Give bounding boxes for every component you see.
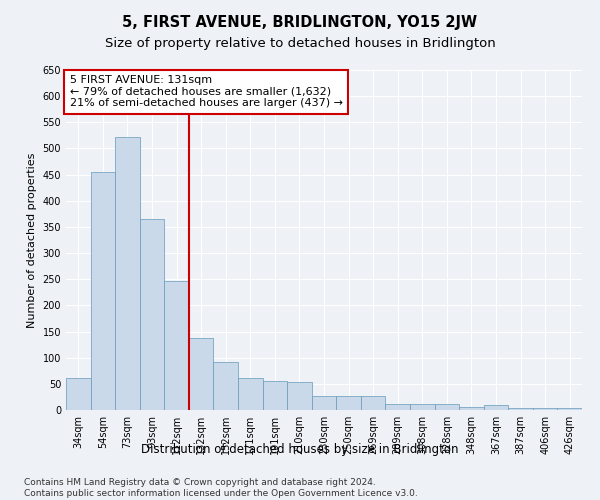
Text: Size of property relative to detached houses in Bridlington: Size of property relative to detached ho…	[104, 38, 496, 51]
Bar	[115, 137, 140, 410]
Bar	[263, 381, 287, 410]
Bar	[459, 407, 484, 410]
Y-axis label: Number of detached properties: Number of detached properties	[27, 152, 37, 328]
Bar	[410, 404, 434, 410]
Bar	[214, 362, 238, 410]
Bar	[66, 378, 91, 410]
Bar	[336, 396, 361, 410]
Bar	[508, 408, 533, 410]
Text: 5 FIRST AVENUE: 131sqm
← 79% of detached houses are smaller (1,632)
21% of semi-: 5 FIRST AVENUE: 131sqm ← 79% of detached…	[70, 75, 343, 108]
Bar	[287, 382, 312, 410]
Bar	[434, 404, 459, 410]
Bar	[164, 281, 189, 410]
Bar	[189, 338, 214, 410]
Text: Distribution of detached houses by size in Bridlington: Distribution of detached houses by size …	[141, 442, 459, 456]
Bar	[533, 408, 557, 410]
Text: 5, FIRST AVENUE, BRIDLINGTON, YO15 2JW: 5, FIRST AVENUE, BRIDLINGTON, YO15 2JW	[122, 15, 478, 30]
Bar	[312, 396, 336, 410]
Text: Contains HM Land Registry data © Crown copyright and database right 2024.
Contai: Contains HM Land Registry data © Crown c…	[24, 478, 418, 498]
Bar	[385, 404, 410, 410]
Bar	[484, 406, 508, 410]
Bar	[91, 172, 115, 410]
Bar	[238, 378, 263, 410]
Bar	[140, 219, 164, 410]
Bar	[361, 396, 385, 410]
Bar	[557, 408, 582, 410]
